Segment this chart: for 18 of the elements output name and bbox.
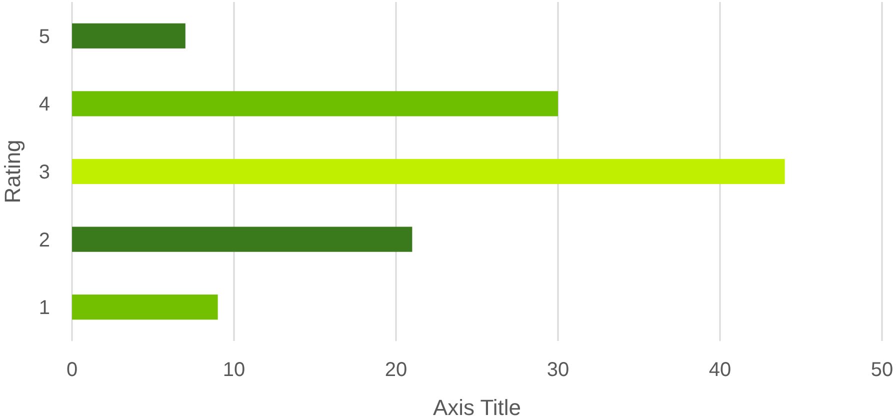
y-tick-label: 4 [38, 94, 50, 116]
bar [72, 226, 412, 252]
x-tick-label: 10 [222, 359, 246, 381]
y-tick-label: 5 [38, 26, 50, 48]
y-tick-label: 2 [38, 229, 50, 252]
x-tick-label: 20 [384, 359, 408, 381]
y-tick-label: 3 [38, 162, 50, 184]
x-tick-label: 50 [870, 359, 894, 381]
x-tick-label: 30 [546, 359, 570, 381]
y-tick-label: 1 [38, 297, 50, 320]
x-axis-title: Axis Title [432, 395, 522, 419]
bar [72, 91, 558, 116]
bar [72, 23, 186, 48]
x-tick-label: 40 [708, 359, 732, 381]
bar [72, 158, 785, 184]
bar [72, 294, 218, 320]
y-axis-title: Rating [0, 140, 25, 204]
x-tick-label: 0 [66, 359, 78, 381]
